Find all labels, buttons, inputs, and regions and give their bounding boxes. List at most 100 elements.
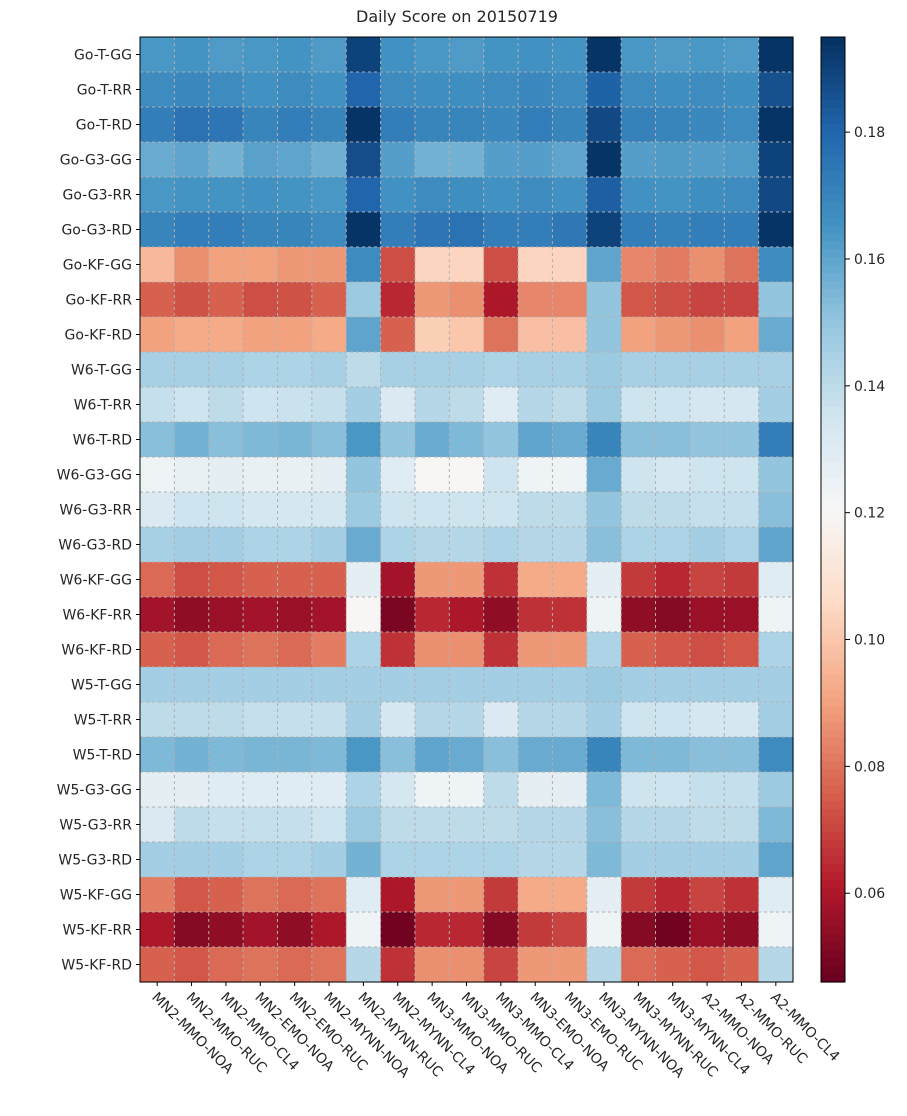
heatmap-cell: [552, 422, 588, 458]
heatmap-cell: [140, 562, 175, 598]
colorbar-segment: [821, 674, 845, 684]
heatmap-cell: [380, 632, 416, 668]
heatmap-cell: [449, 212, 485, 248]
heatmap-cell: [414, 457, 450, 493]
heatmap-cell: [380, 492, 416, 528]
heatmap-cell: [483, 387, 519, 423]
heatmap-cell: [518, 597, 554, 633]
heatmap-cell: [380, 807, 416, 843]
heatmap-cell: [311, 772, 347, 808]
heatmap-cell: [655, 282, 691, 318]
heatmap-cell: [243, 842, 279, 878]
heatmap-cell: [380, 947, 416, 983]
heatmap-cell: [586, 737, 622, 773]
heatmap-cell: [243, 247, 279, 283]
heatmap-cell: [483, 912, 519, 948]
heatmap-cell: [586, 282, 622, 318]
heatmap-cell: [449, 492, 485, 528]
heatmap-cell: [311, 387, 347, 423]
heatmap-cell: [414, 247, 450, 283]
heatmap-cell: [414, 667, 450, 703]
heatmap-cell: [380, 422, 416, 458]
colorbar-tick-label: 0.12: [854, 506, 885, 522]
heatmap-cell: [552, 212, 588, 248]
heatmap-cell: [380, 667, 416, 703]
heatmap-cell: [724, 37, 760, 73]
heatmap-cell: [483, 107, 519, 143]
heatmap-cell: [277, 597, 313, 633]
heatmap-cell: [552, 947, 588, 983]
heatmap-cell: [483, 492, 519, 528]
heatmap-cell: [346, 597, 382, 633]
heatmap-cell: [483, 947, 519, 983]
colorbar-segment: [821, 517, 845, 526]
row-tick-label: W5-G3-RR: [59, 818, 132, 834]
heatmap-cell: [449, 772, 485, 808]
colorbar-segment: [821, 596, 845, 605]
heatmap-cell: [483, 352, 519, 388]
heatmap-cell: [346, 317, 382, 353]
heatmap-cell: [552, 37, 588, 73]
heatmap-cell: [277, 247, 313, 283]
colorbar-segment: [821, 958, 845, 967]
heatmap-cell: [414, 912, 450, 948]
heatmap-cell: [449, 282, 485, 318]
heatmap-cell: [689, 597, 725, 633]
heatmap-cell: [655, 632, 691, 668]
heatmap-cell: [140, 352, 175, 388]
colorbar-segment: [821, 202, 845, 211]
heatmap-cell: [552, 282, 588, 318]
heatmap-cell: [689, 37, 725, 73]
heatmap-cell: [208, 947, 244, 983]
heatmap-cell: [449, 422, 485, 458]
colorbar-segment: [821, 635, 845, 644]
heatmap-cell: [311, 702, 347, 738]
heatmap-cell: [277, 352, 313, 388]
colorbar-segment: [821, 800, 845, 810]
heatmap-cell: [140, 492, 175, 528]
heatmap-cell: [518, 352, 554, 388]
heatmap-cell: [277, 422, 313, 458]
heatmap-cell: [277, 317, 313, 353]
heatmap-cell: [243, 702, 279, 738]
heatmap-cell: [277, 632, 313, 668]
heatmap-cell: [518, 282, 554, 318]
heatmap-cell: [552, 562, 588, 598]
row-tick-label: Go-T-RR: [77, 83, 132, 99]
heatmap-cell: [552, 912, 588, 948]
colorbar-segment: [821, 76, 845, 85]
heatmap-cell: [174, 352, 210, 388]
colorbar-segment: [821, 328, 845, 337]
heatmap-cell: [140, 177, 175, 213]
heatmap-cell: [208, 807, 244, 843]
heatmap-cell: [689, 282, 725, 318]
heatmap-cell: [140, 772, 175, 808]
heatmap-cell: [380, 597, 416, 633]
colorbar-segment: [821, 68, 845, 77]
heatmap-cell: [621, 212, 657, 248]
heatmap-cell: [724, 702, 760, 738]
heatmap-cell: [346, 562, 382, 598]
heatmap-cell: [518, 562, 554, 598]
heatmap-cell: [346, 72, 382, 108]
heatmap-cell: [758, 807, 794, 843]
colorbar-segment: [821, 714, 845, 723]
heatmap-cell: [655, 107, 691, 143]
heatmap-cell: [174, 562, 210, 598]
heatmap-cell: [518, 317, 554, 353]
heatmap-cell: [689, 387, 725, 423]
heatmap-cell: [758, 212, 794, 248]
colorbar: 0.06 0.08 0.10 0.12 0.14 0.16 0.18: [820, 36, 885, 983]
heatmap-cell: [689, 667, 725, 703]
heatmap-cell: [277, 72, 313, 108]
colorbar-segment: [821, 312, 845, 322]
heatmap-cell: [140, 212, 175, 248]
heatmap-cell: [655, 597, 691, 633]
heatmap-cell: [449, 842, 485, 878]
row-tick-label: W5-T-RR: [74, 713, 133, 729]
heatmap-cell: [724, 247, 760, 283]
heatmap-cell: [655, 702, 691, 738]
heatmap-cell: [586, 702, 622, 738]
heatmap-cell: [689, 352, 725, 388]
heatmap-cell: [140, 667, 175, 703]
